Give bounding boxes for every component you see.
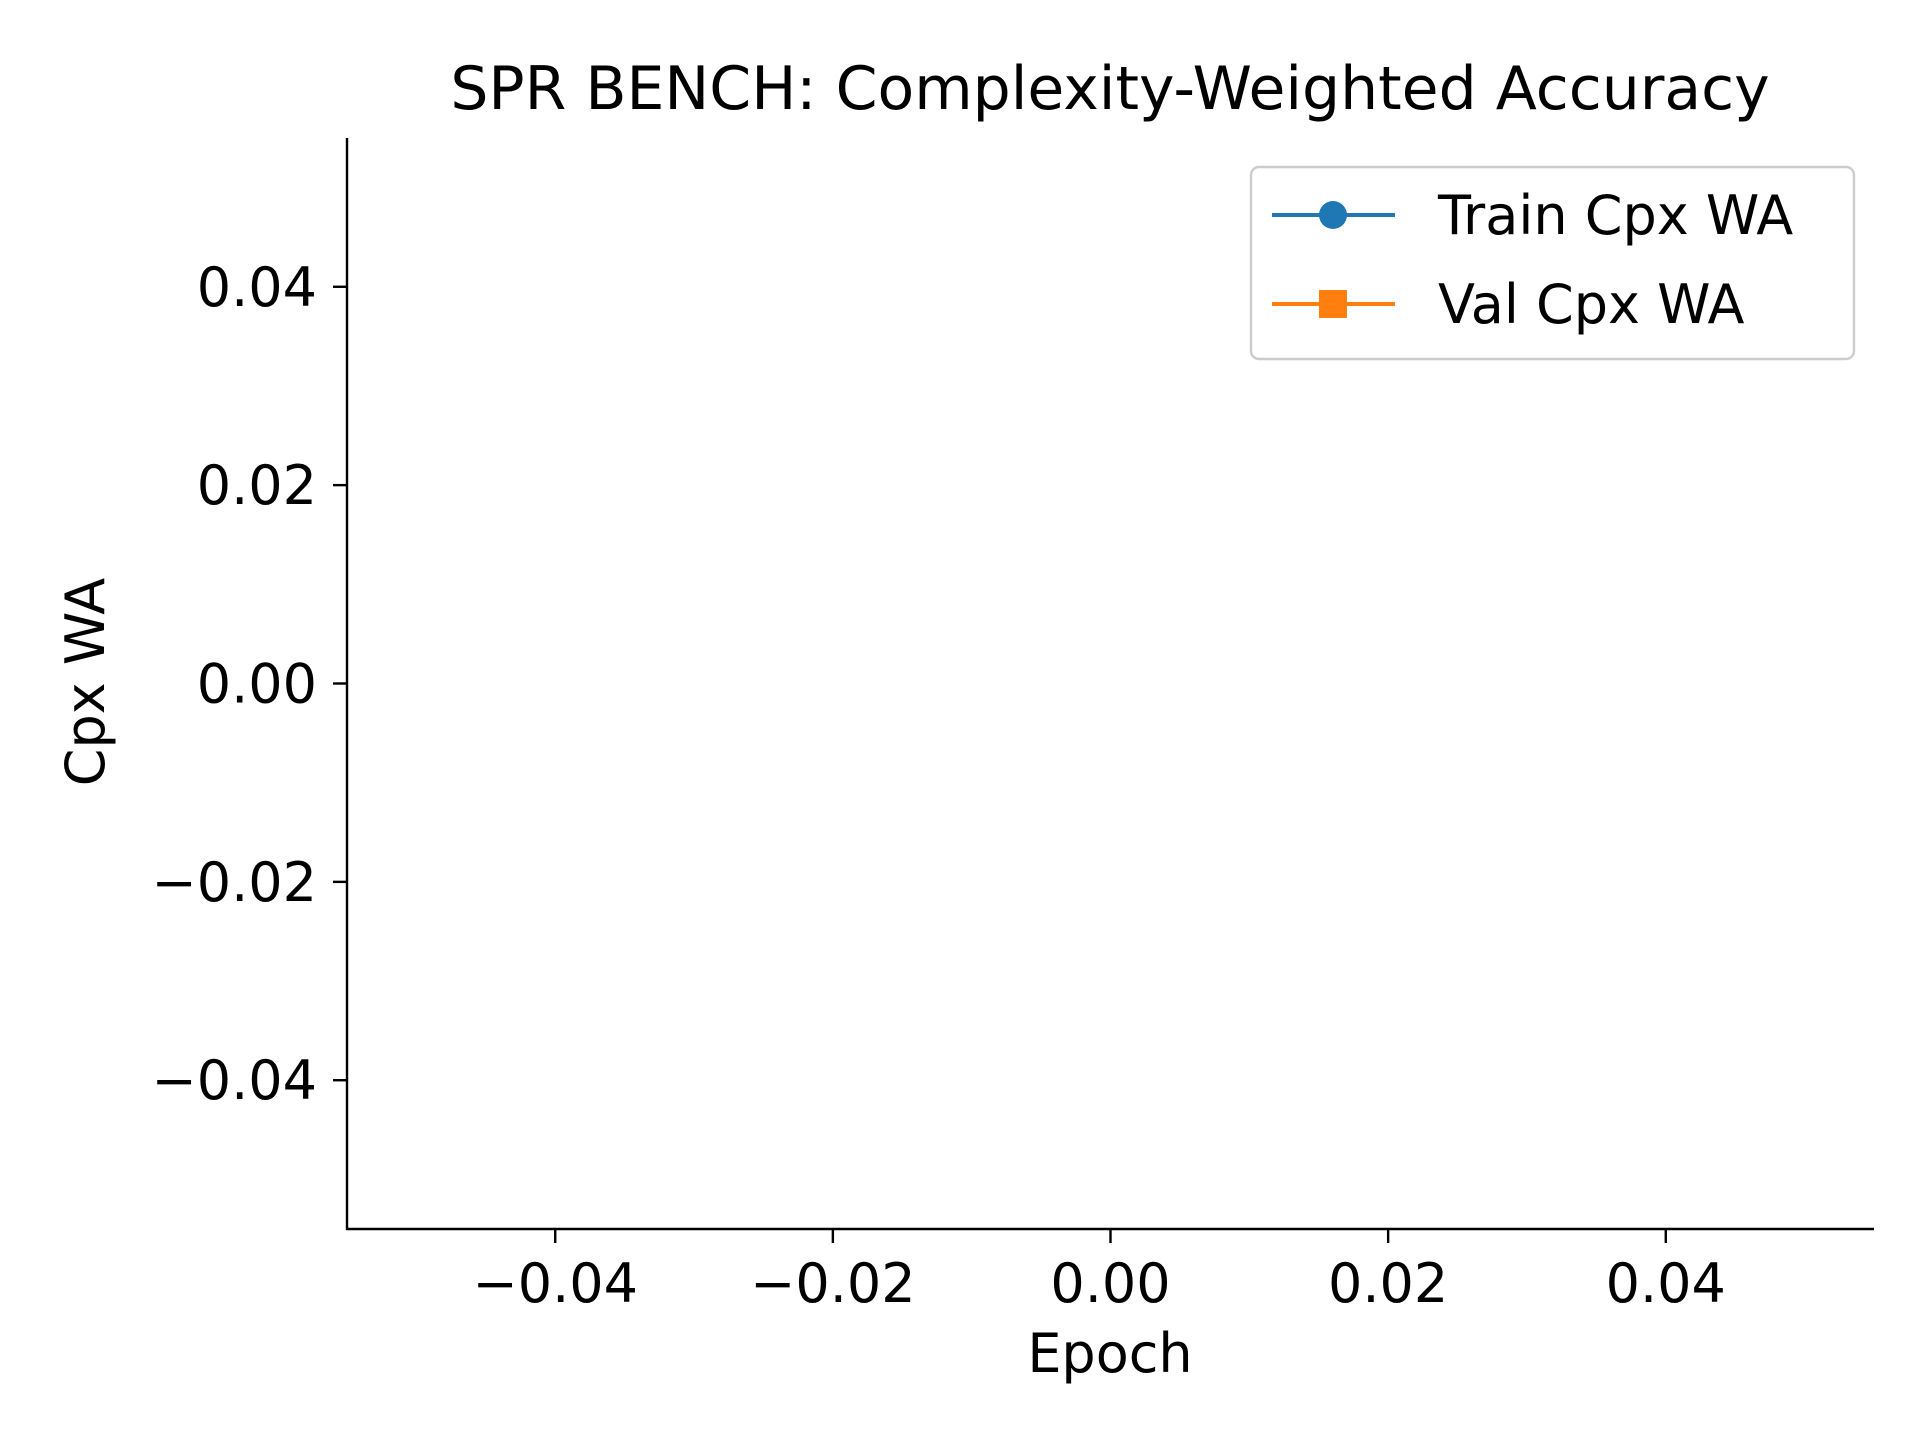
legend-entry: Val Cpx WA [1272,273,1745,336]
chart-title: SPR BENCH: Complexity-Weighted Accuracy [450,54,1769,124]
legend: Train Cpx WA Val Cpx WA [1249,165,1856,361]
x-tick-label: 0.04 [1606,1252,1726,1315]
plot-area: −0.04 −0.02 0.00 0.02 0.04 −0.04 −0.02 0.00 0.02… [152,138,1874,1315]
x-tick-label: −0.04 [472,1252,637,1315]
legend-entry: Train Cpx WA [1272,184,1793,247]
y-axis-label: Cpx WA [54,578,117,787]
legend-box [1249,165,1856,361]
x-axis-label: Epoch [1027,1322,1192,1385]
legend-marker-square [1319,290,1347,318]
x-tick-label: 0.00 [1050,1252,1170,1315]
legend-marker-circle [1319,201,1347,229]
y-tick-label: 0.04 [197,256,317,319]
x-tick-label: −0.02 [750,1252,915,1315]
x-tick-label: 0.02 [1328,1252,1448,1315]
y-tick-label: 0.00 [197,653,317,716]
y-tick-label: −0.04 [152,1049,317,1112]
legend-label: Train Cpx WA [1437,184,1793,247]
y-tick-label: −0.02 [152,851,317,914]
legend-label: Val Cpx WA [1438,273,1745,336]
y-tick-label: 0.02 [197,454,317,517]
